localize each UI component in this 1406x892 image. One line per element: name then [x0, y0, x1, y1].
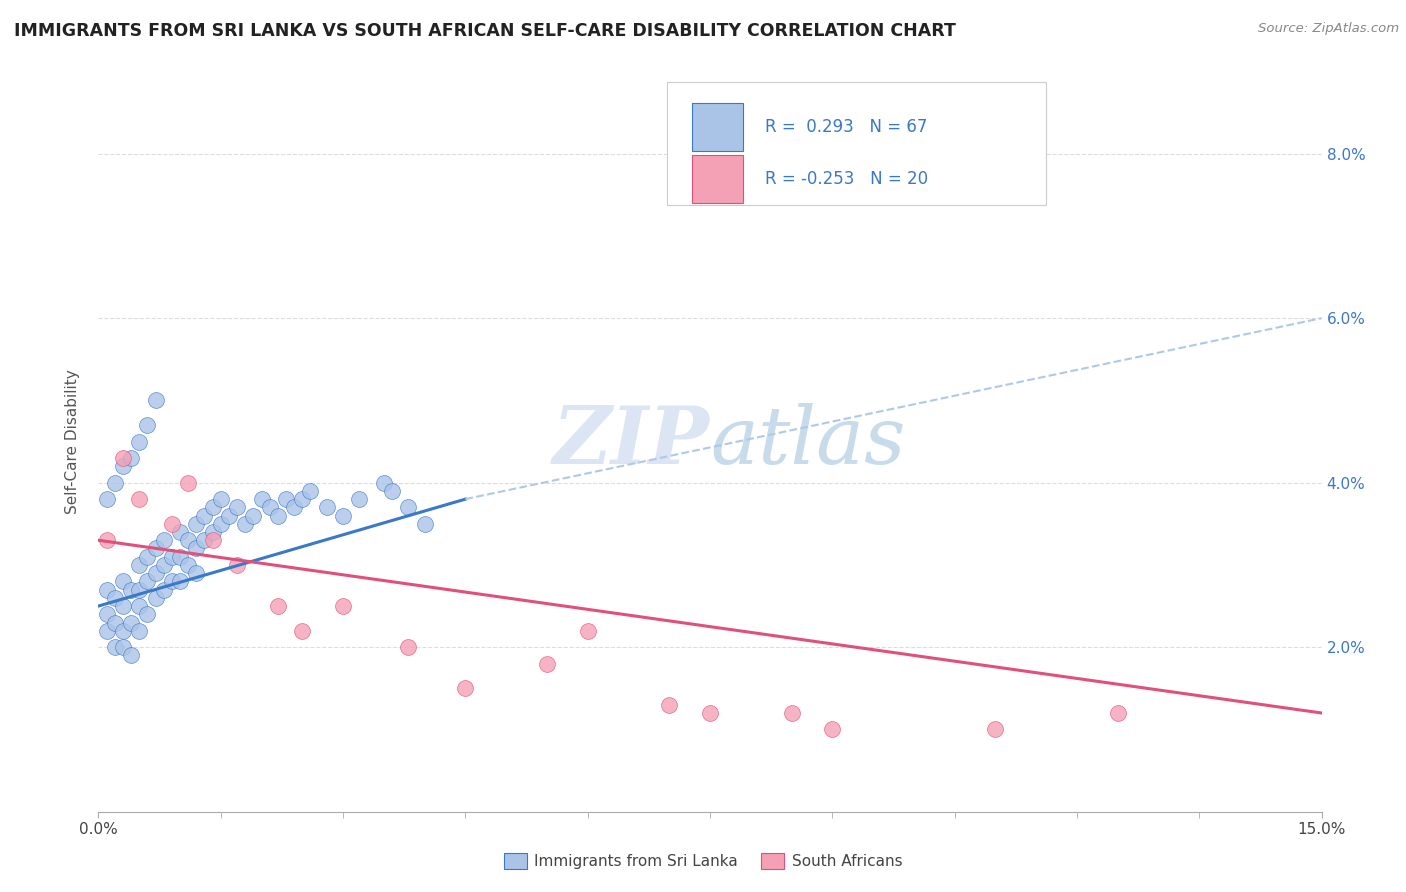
Point: [373, 475, 395, 490]
Point: [177, 533, 200, 548]
Point: [193, 533, 215, 548]
Point: [128, 599, 150, 613]
Point: [120, 615, 142, 630]
Point: [128, 558, 150, 572]
Point: [242, 508, 264, 523]
Point: [169, 524, 191, 539]
Point: [291, 624, 314, 638]
Point: [821, 723, 844, 737]
Point: [136, 418, 159, 433]
Point: [413, 516, 436, 531]
Point: [699, 706, 721, 720]
Point: [233, 516, 256, 531]
Point: [104, 591, 127, 605]
Point: [1107, 706, 1129, 720]
Point: [111, 599, 134, 613]
Point: [177, 475, 200, 490]
Point: [169, 574, 191, 589]
Point: [104, 615, 127, 630]
Point: [177, 558, 200, 572]
Point: [111, 624, 134, 638]
Point: [111, 640, 134, 655]
Point: [120, 582, 142, 597]
Text: Source: ZipAtlas.com: Source: ZipAtlas.com: [1258, 22, 1399, 36]
Point: [152, 533, 174, 548]
Text: R = -0.253   N = 20: R = -0.253 N = 20: [765, 169, 928, 187]
Bar: [692, 154, 742, 202]
Point: [145, 591, 167, 605]
Point: [536, 657, 558, 671]
Point: [259, 500, 281, 515]
Point: [120, 450, 142, 465]
Point: [160, 574, 183, 589]
Point: [201, 533, 224, 548]
Point: [111, 459, 134, 474]
Point: [96, 624, 118, 638]
Point: [145, 541, 167, 556]
Point: [169, 549, 191, 564]
Point: [332, 599, 354, 613]
Point: [96, 607, 118, 622]
Text: ZIP: ZIP: [553, 403, 710, 480]
Point: [454, 681, 477, 696]
Point: [96, 582, 118, 597]
Point: [267, 599, 290, 613]
Point: [128, 624, 150, 638]
Point: [226, 558, 249, 572]
Point: [274, 492, 297, 507]
Y-axis label: Self-Care Disability: Self-Care Disability: [65, 369, 80, 514]
Point: [349, 492, 371, 507]
Point: [104, 640, 127, 655]
Point: [136, 574, 159, 589]
Point: [145, 393, 167, 408]
Point: [209, 492, 232, 507]
Point: [152, 582, 174, 597]
Point: [984, 723, 1007, 737]
Point: [128, 434, 150, 449]
Point: [186, 516, 208, 531]
Point: [780, 706, 803, 720]
Point: [381, 483, 404, 498]
Text: R =  0.293   N = 67: R = 0.293 N = 67: [765, 118, 928, 136]
Point: [396, 640, 419, 655]
Point: [209, 516, 232, 531]
Point: [193, 508, 215, 523]
Point: [186, 566, 208, 581]
Point: [283, 500, 305, 515]
Point: [201, 500, 224, 515]
Point: [96, 533, 118, 548]
Point: [332, 508, 354, 523]
Text: atlas: atlas: [710, 403, 905, 480]
Point: [128, 492, 150, 507]
Point: [291, 492, 314, 507]
Point: [145, 566, 167, 581]
FancyBboxPatch shape: [668, 82, 1046, 204]
Point: [201, 524, 224, 539]
Point: [267, 508, 290, 523]
Point: [152, 558, 174, 572]
Point: [315, 500, 337, 515]
Point: [111, 574, 134, 589]
Point: [111, 450, 134, 465]
Point: [96, 492, 118, 507]
Bar: [692, 103, 742, 151]
Point: [160, 549, 183, 564]
Point: [120, 648, 142, 663]
Point: [576, 624, 599, 638]
Legend: Immigrants from Sri Lanka, South Africans: Immigrants from Sri Lanka, South African…: [498, 847, 908, 875]
Point: [658, 698, 681, 712]
Point: [299, 483, 322, 498]
Point: [218, 508, 240, 523]
Point: [136, 607, 159, 622]
Text: IMMIGRANTS FROM SRI LANKA VS SOUTH AFRICAN SELF-CARE DISABILITY CORRELATION CHAR: IMMIGRANTS FROM SRI LANKA VS SOUTH AFRIC…: [14, 22, 956, 40]
Point: [128, 582, 150, 597]
Point: [250, 492, 273, 507]
Point: [160, 516, 183, 531]
Point: [226, 500, 249, 515]
Point: [136, 549, 159, 564]
Point: [186, 541, 208, 556]
Point: [104, 475, 127, 490]
Point: [396, 500, 419, 515]
